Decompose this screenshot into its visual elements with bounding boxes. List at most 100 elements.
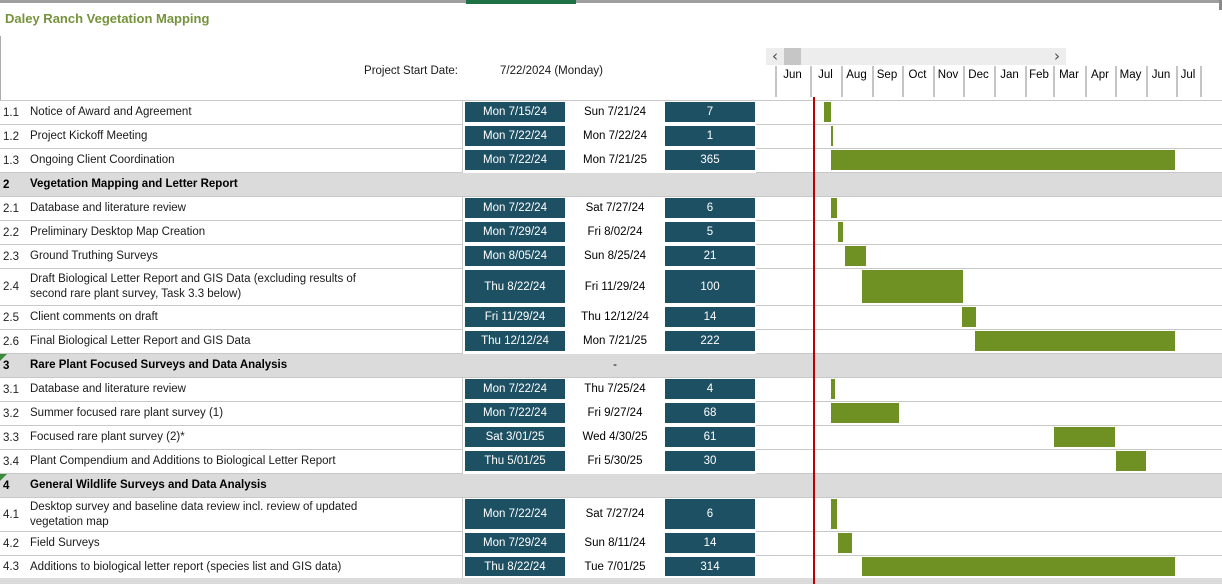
end-date-cell[interactable]: Sun 8/25/24 bbox=[567, 246, 663, 266]
task-name-cell[interactable]: Focused rare plant survey (2)* bbox=[30, 426, 458, 449]
duration-cell[interactable]: 21 bbox=[665, 246, 755, 266]
task-name-cell[interactable]: Draft Biological Letter Report and GIS D… bbox=[30, 269, 458, 305]
end-date-cell[interactable]: Fri 9/27/24 bbox=[567, 403, 663, 423]
task-id-cell[interactable]: 4.3 bbox=[3, 561, 19, 573]
duration-cell[interactable]: 14 bbox=[665, 307, 755, 327]
duration-cell[interactable]: 68 bbox=[665, 403, 755, 423]
duration-cell[interactable]: 1 bbox=[665, 126, 755, 146]
section-row-4: 4 General Wildlife Surveys and Data Analy… bbox=[0, 474, 1222, 498]
task-name-cell[interactable]: General Wildlife Surveys and Data Analys… bbox=[30, 474, 458, 497]
start-date-cell[interactable]: Thu 12/12/24 bbox=[465, 331, 565, 351]
duration-cell[interactable]: 7 bbox=[665, 102, 755, 122]
task-id-cell[interactable]: 3.4 bbox=[3, 455, 19, 468]
task-id-cell[interactable]: 2.2 bbox=[3, 226, 19, 239]
task-name-cell[interactable]: Database and literature review bbox=[30, 197, 458, 220]
task-name-cell[interactable]: Ground Truthing Surveys bbox=[30, 245, 458, 268]
start-date-cell[interactable]: Thu 8/22/24 bbox=[465, 270, 565, 303]
duration-cell[interactable]: 14 bbox=[665, 533, 755, 553]
page-title[interactable]: Daley Ranch Vegetation Mapping bbox=[5, 11, 210, 26]
timeline-scrollbar[interactable]: ‹ › bbox=[766, 48, 1066, 65]
end-date-cell[interactable]: Mon 7/22/24 bbox=[567, 126, 663, 146]
project-start-date-value[interactable]: 7/22/2024 (Monday) bbox=[500, 65, 603, 77]
start-date-cell[interactable]: Mon 7/22/24 bbox=[465, 126, 565, 146]
scrollbar-thumb[interactable] bbox=[784, 48, 801, 65]
duration-cell[interactable]: 222 bbox=[665, 331, 755, 351]
task-name-cell[interactable]: Plant Compendium and Additions to Biolog… bbox=[30, 450, 458, 473]
duration-cell[interactable]: 30 bbox=[665, 451, 755, 471]
end-date-cell[interactable]: Fri 11/29/24 bbox=[567, 270, 663, 303]
end-date-cell[interactable]: - bbox=[613, 359, 617, 371]
duration-cell[interactable]: 314 bbox=[665, 557, 755, 576]
month-label: Aug bbox=[846, 68, 867, 81]
task-id-cell[interactable]: 2.1 bbox=[3, 202, 19, 215]
start-date-cell[interactable]: Mon 7/29/24 bbox=[465, 533, 565, 553]
start-date-cell[interactable]: Mon 8/05/24 bbox=[465, 246, 565, 266]
end-date-cell[interactable]: Sat 7/27/24 bbox=[567, 499, 663, 529]
task-name-cell[interactable]: Rare Plant Focused Surveys and Data Anal… bbox=[30, 354, 458, 377]
task-id-cell[interactable]: 3.3 bbox=[3, 431, 19, 444]
duration-cell[interactable]: 365 bbox=[665, 150, 755, 170]
task-row-1.1: 1.1 Notice of Award and Agreement Mon 7/15… bbox=[0, 101, 1222, 125]
start-date-cell[interactable]: Sat 3/01/25 bbox=[465, 427, 565, 447]
duration-cell[interactable]: 6 bbox=[665, 499, 755, 529]
scroll-right-icon[interactable]: › bbox=[1054, 47, 1060, 65]
window-edge bbox=[1219, 0, 1222, 10]
task-name-cell[interactable]: Database and literature review bbox=[30, 378, 458, 401]
start-date-cell[interactable]: Fri 11/29/24 bbox=[465, 307, 565, 327]
start-date-cell[interactable]: Thu 8/22/24 bbox=[465, 557, 565, 576]
task-id-cell[interactable]: 1.1 bbox=[3, 106, 19, 119]
gantt-bar bbox=[831, 126, 834, 146]
comment-flag-icon bbox=[0, 354, 7, 361]
start-date-cell[interactable]: Mon 7/22/24 bbox=[465, 499, 565, 529]
end-date-cell[interactable]: Thu 7/25/24 bbox=[567, 379, 663, 399]
task-name-cell[interactable]: Desktop survey and baseline data review … bbox=[30, 498, 458, 531]
task-name-cell[interactable]: Additions to biological letter report (s… bbox=[30, 556, 458, 578]
end-date-cell[interactable]: Sun 7/21/24 bbox=[567, 102, 663, 122]
start-date-cell[interactable]: Mon 7/15/24 bbox=[465, 102, 565, 122]
end-date-cell[interactable]: Mon 7/21/25 bbox=[567, 150, 663, 170]
task-id-cell[interactable]: 2.6 bbox=[3, 335, 19, 348]
task-name-cell[interactable]: Preliminary Desktop Map Creation bbox=[30, 221, 458, 244]
end-date-cell[interactable]: Sun 8/11/24 bbox=[567, 533, 663, 553]
task-name-cell[interactable]: Notice of Award and Agreement bbox=[30, 101, 458, 124]
task-name-cell[interactable]: Final Biological Letter Report and GIS D… bbox=[30, 330, 458, 353]
end-date-cell[interactable]: Thu 12/12/24 bbox=[567, 307, 663, 327]
task-name-cell[interactable]: Vegetation Mapping and Letter Report bbox=[30, 173, 458, 196]
end-date-cell[interactable]: Fri 8/02/24 bbox=[567, 222, 663, 242]
start-date-cell[interactable]: Thu 5/01/25 bbox=[465, 451, 565, 471]
task-id-cell[interactable]: 4 bbox=[3, 479, 10, 492]
month-label: Jul bbox=[818, 68, 833, 81]
task-id-cell[interactable]: 2.5 bbox=[3, 311, 19, 324]
start-date-cell[interactable]: Mon 7/22/24 bbox=[465, 403, 565, 423]
start-date-cell[interactable]: Mon 7/22/24 bbox=[465, 198, 565, 218]
scroll-left-icon[interactable]: ‹ bbox=[772, 47, 778, 65]
end-date-cell[interactable]: Wed 4/30/25 bbox=[567, 427, 663, 447]
duration-cell[interactable]: 6 bbox=[665, 198, 755, 218]
end-date-cell[interactable]: Mon 7/21/25 bbox=[567, 331, 663, 351]
start-date-cell[interactable]: Mon 7/22/24 bbox=[465, 379, 565, 399]
task-id-cell[interactable]: 3.2 bbox=[3, 407, 19, 420]
task-id-cell[interactable]: 4.1 bbox=[3, 508, 19, 521]
task-name-cell[interactable]: Ongoing Client Coordination bbox=[30, 149, 458, 172]
task-name-cell[interactable]: Field Surveys bbox=[30, 532, 458, 555]
start-date-cell[interactable]: Mon 7/29/24 bbox=[465, 222, 565, 242]
end-date-cell[interactable]: Fri 5/30/25 bbox=[567, 451, 663, 471]
end-date-cell[interactable]: Tue 7/01/25 bbox=[567, 557, 663, 576]
duration-cell[interactable]: 61 bbox=[665, 427, 755, 447]
duration-cell[interactable]: 100 bbox=[665, 270, 755, 303]
task-id-cell[interactable]: 3 bbox=[3, 359, 10, 372]
task-id-cell[interactable]: 3.1 bbox=[3, 383, 19, 396]
task-name-cell[interactable]: Client comments on draft bbox=[30, 306, 458, 329]
task-id-cell[interactable]: 2 bbox=[3, 178, 10, 191]
duration-cell[interactable]: 4 bbox=[665, 379, 755, 399]
task-id-cell[interactable]: 2.4 bbox=[3, 281, 19, 293]
duration-cell[interactable]: 5 bbox=[665, 222, 755, 242]
task-name-cell[interactable]: Summer focused rare plant survey (1) bbox=[30, 402, 458, 425]
task-name-cell[interactable]: Project Kickoff Meeting bbox=[30, 125, 458, 148]
end-date-cell[interactable]: Sat 7/27/24 bbox=[567, 198, 663, 218]
task-id-cell[interactable]: 1.2 bbox=[3, 130, 19, 143]
task-id-cell[interactable]: 4.2 bbox=[3, 537, 19, 550]
start-date-cell[interactable]: Mon 7/22/24 bbox=[465, 150, 565, 170]
task-id-cell[interactable]: 2.3 bbox=[3, 250, 19, 263]
task-id-cell[interactable]: 1.3 bbox=[3, 154, 19, 167]
